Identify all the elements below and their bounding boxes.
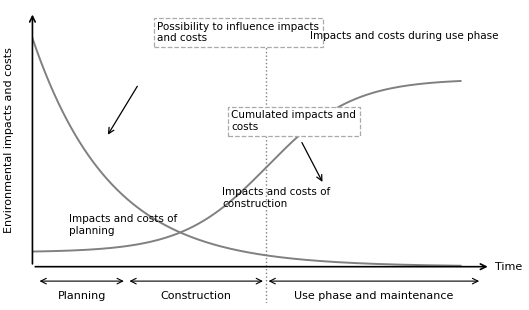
- Text: Use phase and maintenance: Use phase and maintenance: [294, 291, 453, 301]
- Text: Impacts and costs of
construction: Impacts and costs of construction: [222, 187, 330, 209]
- Text: Impacts and costs during use phase: Impacts and costs during use phase: [310, 31, 498, 41]
- Text: Planning: Planning: [58, 291, 106, 301]
- Text: Time: Time: [495, 262, 522, 272]
- Text: Environmental impacts and costs: Environmental impacts and costs: [4, 47, 14, 233]
- Text: Construction: Construction: [161, 291, 232, 301]
- Text: Possibility to influence impacts
and costs: Possibility to influence impacts and cos…: [157, 22, 320, 43]
- Text: Cumulated impacts and
costs: Cumulated impacts and costs: [231, 110, 356, 132]
- Text: Impacts and costs of
planning: Impacts and costs of planning: [69, 214, 178, 236]
